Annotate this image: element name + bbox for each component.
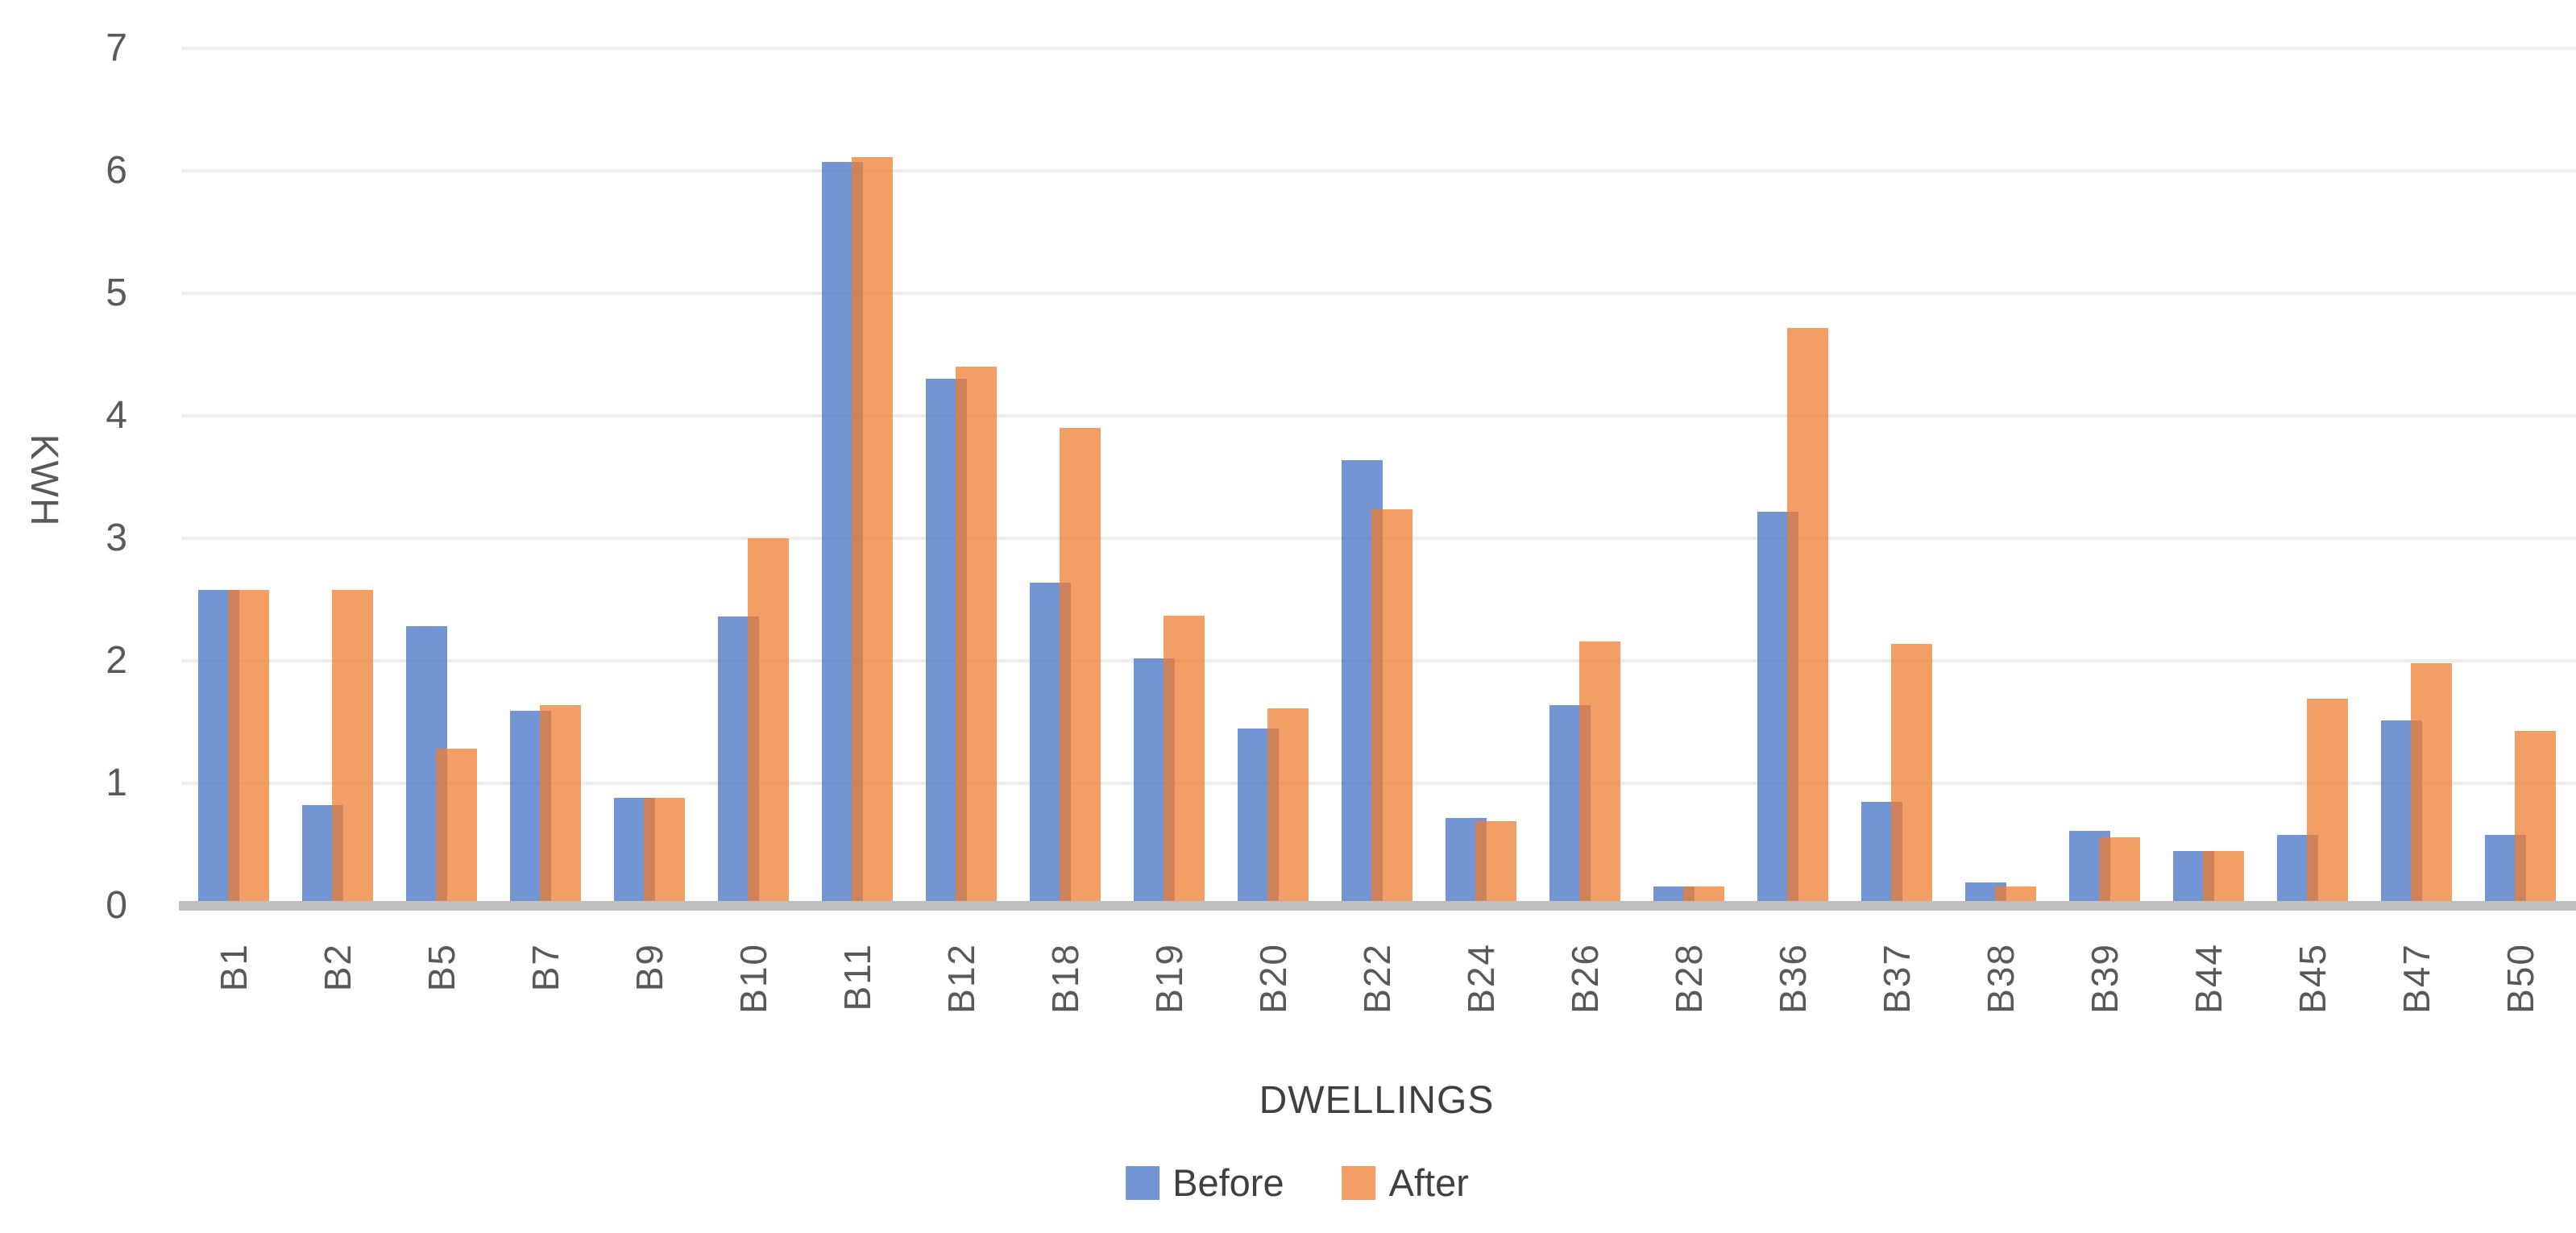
x-tick-label-text: B18 [1043, 943, 1086, 1014]
x-tick-label: B7 [524, 943, 567, 995]
legend-label: After [1388, 1161, 1469, 1204]
gridline [181, 292, 2576, 295]
x-tick-label-text: B50 [2499, 943, 2541, 1014]
bar-after-B11 [851, 157, 893, 906]
bar-after-B24 [1475, 821, 1516, 906]
bar-after-B9 [643, 798, 685, 906]
y-tick-label: 7 [106, 27, 127, 69]
x-tick-label: B45 [2291, 943, 2334, 1018]
x-tick-label-text: B2 [316, 943, 359, 992]
y-tick-label: 2 [106, 639, 127, 682]
gridline [181, 414, 2576, 417]
bar-after-B12 [955, 367, 997, 906]
y-tick-label: 1 [106, 762, 127, 804]
x-tick-label-text: B19 [1147, 943, 1190, 1014]
x-tick-label-text: B47 [2395, 943, 2437, 1014]
x-tick-label-text: B37 [1875, 943, 1918, 1014]
bar-after-B5 [435, 749, 477, 906]
x-tick-label-text: B26 [1563, 943, 1606, 1014]
bar-after-B47 [2410, 663, 2452, 906]
y-tick-label: 6 [106, 149, 127, 192]
x-tick-label: B47 [2395, 943, 2438, 1018]
x-tick-label-text: B1 [212, 943, 255, 992]
bar-after-B45 [2306, 699, 2348, 906]
legend: Before After [1126, 1160, 1469, 1205]
x-tick-label-text: B36 [1771, 943, 1814, 1014]
bar-after-B36 [1786, 328, 1828, 906]
x-tick-label: B26 [1563, 943, 1607, 1018]
x-tick-label-text: B7 [524, 943, 566, 992]
x-tick-label-text: B5 [420, 943, 463, 992]
legend-item-after: After [1342, 1160, 1469, 1205]
bar-after-B26 [1578, 641, 1620, 906]
bar-after-B19 [1163, 616, 1205, 906]
bar-after-B18 [1059, 428, 1101, 906]
x-tick-label-text: B44 [2187, 943, 2230, 1014]
x-tick-label-text: B24 [1459, 943, 1502, 1014]
x-tick-label: B12 [940, 943, 983, 1018]
gridline [181, 169, 2576, 172]
x-tick-label-text: B39 [2083, 943, 2126, 1014]
bar-after-B37 [1890, 644, 1932, 906]
legend-swatch-icon [1126, 1165, 1160, 1200]
y-tick-label: 4 [106, 394, 127, 437]
x-tick-label: B9 [628, 943, 671, 995]
bar-after-B44 [2202, 851, 2244, 906]
x-tick-label: B36 [1771, 943, 1815, 1018]
x-tick-label: B37 [1875, 943, 1919, 1018]
bar-after-B10 [747, 538, 789, 906]
x-tick-label-text: B28 [1667, 943, 1710, 1014]
x-tick-label: B38 [1979, 943, 2022, 1018]
x-tick-label: B5 [420, 943, 463, 995]
x-tick-label: B22 [1355, 943, 1399, 1018]
x-tick-label-text: B38 [1979, 943, 2022, 1014]
x-tick-label-text: B12 [940, 943, 982, 1014]
bar-after-B2 [331, 590, 373, 906]
x-tick-label-text: B22 [1355, 943, 1398, 1014]
x-axis-line [179, 901, 2576, 911]
x-tick-label: B10 [732, 943, 775, 1018]
x-tick-label: B24 [1459, 943, 1503, 1018]
gridline [181, 47, 2576, 50]
bar-after-B20 [1267, 708, 1309, 906]
y-tick-label: 0 [106, 884, 127, 927]
x-tick-label: B28 [1667, 943, 1711, 1018]
legend-item-before: Before [1126, 1160, 1284, 1205]
x-tick-label-text: B11 [836, 943, 878, 1011]
bar-after-B7 [539, 705, 581, 906]
x-tick-label-text: B10 [732, 943, 774, 1014]
x-tick-label: B19 [1147, 943, 1191, 1018]
x-tick-label-text: B20 [1251, 943, 1294, 1014]
x-tick-label: B39 [2083, 943, 2126, 1018]
legend-swatch-icon [1342, 1165, 1376, 1200]
y-tick-label: 3 [106, 517, 127, 559]
bar-after-B39 [2098, 837, 2140, 906]
legend-label: Before [1172, 1161, 1284, 1204]
x-tick-label: B44 [2187, 943, 2230, 1018]
x-tick-label: B18 [1043, 943, 1087, 1018]
x-tick-label: B20 [1251, 943, 1295, 1018]
y-tick-label: 5 [106, 272, 127, 314]
bar-after-B50 [2514, 731, 2556, 906]
x-axis-title: DWELLINGS [1259, 1079, 1495, 1122]
bar-after-B1 [227, 590, 269, 906]
x-tick-label-text: B45 [2291, 943, 2333, 1014]
x-tick-label: B50 [2499, 943, 2542, 1018]
x-tick-label: B2 [316, 943, 359, 995]
x-tick-label: B1 [212, 943, 255, 995]
x-tick-label-text: B9 [628, 943, 670, 992]
bar-after-B22 [1371, 509, 1412, 906]
x-tick-label: B11 [836, 943, 879, 1015]
